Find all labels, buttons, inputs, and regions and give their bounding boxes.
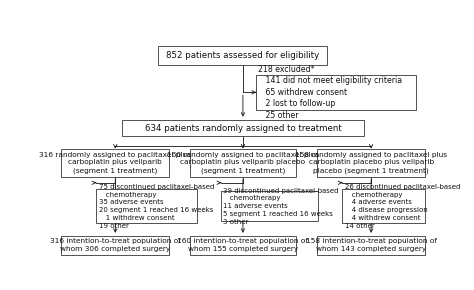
Text: 316 intention-to-treat population of
whom 306 completed surgery: 316 intention-to-treat population of who… (50, 238, 181, 252)
FancyBboxPatch shape (122, 120, 364, 136)
FancyBboxPatch shape (190, 236, 296, 255)
FancyBboxPatch shape (190, 149, 296, 177)
FancyBboxPatch shape (158, 46, 328, 65)
Text: 316 randomly assigned to paclitaxel plus
carboplatin plus veliparib
(segment 1 t: 316 randomly assigned to paclitaxel plus… (39, 152, 191, 174)
Text: 158 randomly assigned to paclitaxel plus
carboplatin placebo plus veliparib
plac: 158 randomly assigned to paclitaxel plus… (295, 152, 447, 174)
FancyBboxPatch shape (61, 236, 169, 255)
Text: 26 discontinued paclitaxel-based
   chemotherapy
   4 adverse events
   4 diseas: 26 discontinued paclitaxel-based chemoth… (345, 184, 460, 229)
Text: 852 patients assessed for eligibility: 852 patients assessed for eligibility (166, 51, 319, 60)
Text: 75 discontinued paclitaxel-based
   chemotherapy
35 adverse events
20 segment 1 : 75 discontinued paclitaxel-based chemoth… (99, 184, 214, 229)
Text: 634 patients randomly assigned to treatment: 634 patients randomly assigned to treatm… (145, 124, 341, 133)
FancyBboxPatch shape (256, 75, 416, 110)
FancyBboxPatch shape (318, 236, 425, 255)
FancyBboxPatch shape (96, 189, 197, 224)
FancyBboxPatch shape (342, 189, 425, 224)
Text: 218 excluded*
   141 did not meet eligibility criteria
   65 withdrew consent
  : 218 excluded* 141 did not meet eligibili… (258, 65, 402, 120)
FancyBboxPatch shape (61, 149, 169, 177)
Text: 160 randomly assigned to paclitaxel plus
carboplatin plus veliparib placebo
(seg: 160 randomly assigned to paclitaxel plus… (167, 152, 319, 174)
Text: 158 intention-to-treat population of
whom 143 completed surgery: 158 intention-to-treat population of who… (306, 238, 437, 252)
FancyBboxPatch shape (318, 149, 425, 177)
Text: 160 intention-to-treat population of
whom 155 completed surgery: 160 intention-to-treat population of who… (177, 238, 309, 252)
Text: 39 discontinued paclitaxel-based
   chemotherapy
11 adverse events
5 segment 1 r: 39 discontinued paclitaxel-based chemoth… (223, 188, 339, 225)
FancyBboxPatch shape (221, 191, 318, 221)
